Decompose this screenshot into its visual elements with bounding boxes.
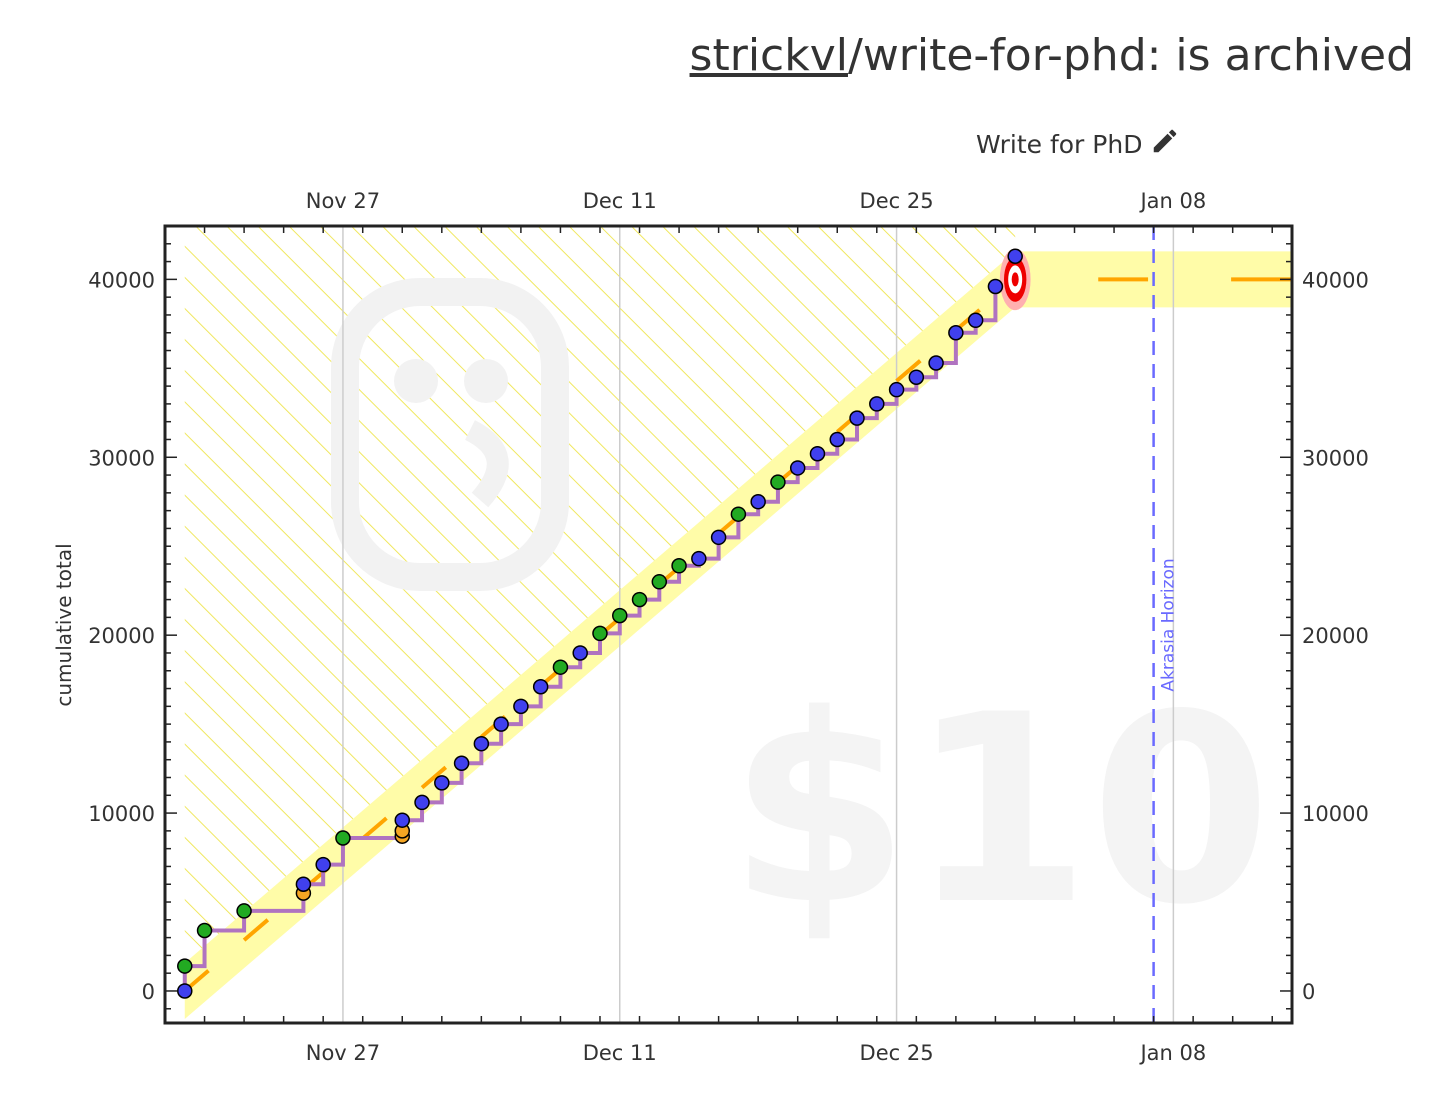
goal-title: Write for PhD <box>976 126 1180 162</box>
y-tick-label-right: 10000 <box>1302 802 1369 826</box>
watermark-amount: $10 <box>729 660 1272 962</box>
y-tick-label-right: 40000 <box>1302 268 1369 292</box>
datapoint <box>750 493 766 510</box>
y-axis-title: cumulative total <box>52 543 76 706</box>
y-tick-label-left: 0 <box>142 980 155 1004</box>
archived-status: : is archived <box>1146 30 1414 81</box>
datapoint <box>809 445 826 462</box>
datapoint <box>473 735 490 752</box>
x-tick-label-top: Nov 27 <box>306 189 380 213</box>
datapoint <box>710 529 727 546</box>
datapoint <box>651 574 668 590</box>
datapoint <box>315 856 331 873</box>
axis-ticks <box>164 226 1292 1023</box>
header-separator: / <box>847 30 863 81</box>
x-tick-label-bottom: Dec 25 <box>860 1041 934 1065</box>
datapoint <box>552 659 569 675</box>
datapoint <box>453 755 470 772</box>
smiley-watermark <box>331 278 569 591</box>
x-tick-label-top: Jan 08 <box>1138 189 1206 213</box>
datapoint <box>612 607 628 624</box>
datapoint <box>177 958 193 974</box>
red-line-segment <box>242 918 270 942</box>
plot-area: $10 <box>177 226 1292 1023</box>
goal-title-text: Write for PhD <box>976 129 1143 159</box>
datapoint <box>513 698 529 715</box>
datapoint <box>948 324 964 341</box>
plot-frame <box>163 224 1294 1025</box>
datapoint <box>236 903 252 919</box>
datapoint <box>888 381 905 398</box>
x-tick-labels: Nov 27 Nov 27 Dec 11 Dec 11 Dec 25 Dec 25 Jan … <box>306 189 1207 1065</box>
datapoints <box>177 248 1023 999</box>
datapoint <box>908 369 925 385</box>
target-ring-3 <box>1011 272 1019 287</box>
page-header: strickvl/write-for-phd: is archived <box>690 30 1414 81</box>
x-tick-label-top: Dec 11 <box>583 189 657 213</box>
datapoint <box>671 558 687 574</box>
y-tick-labels: 0 0 10000 10000 20000 20000 30000 30000 40000 400… <box>88 268 1369 1004</box>
datapoint <box>394 812 411 828</box>
datapoint <box>631 591 648 608</box>
x-tick-label-top: Dec 25 <box>860 189 934 213</box>
red-line-segment <box>420 765 448 790</box>
datapoint <box>730 506 747 522</box>
datapoint <box>532 679 549 695</box>
y-tick-label-left: 40000 <box>88 268 155 292</box>
datapoint <box>434 775 450 791</box>
datapoint <box>493 716 509 732</box>
akrasia-horizon-label: Akrasia Horizon <box>1159 558 1179 691</box>
pencil-icon[interactable] <box>1150 126 1180 162</box>
x-tick-label-bottom: Dec 11 <box>583 1041 657 1065</box>
datapoint <box>592 625 608 642</box>
datapoint <box>928 355 944 371</box>
datapoint <box>177 983 193 999</box>
user-link[interactable]: strickvl <box>689 30 848 81</box>
datapoint <box>849 410 865 426</box>
y-tick-label-left: 10000 <box>88 802 155 826</box>
datapoint <box>691 550 707 567</box>
datapoint <box>869 396 885 412</box>
datapoint <box>770 474 786 490</box>
datapoint <box>196 922 213 939</box>
y-tick-label-left: 20000 <box>88 624 155 648</box>
red-line-segment <box>361 816 388 841</box>
datapoint <box>295 876 312 892</box>
datapoint <box>572 645 588 661</box>
above-road-hatch <box>184 226 1016 963</box>
goal-slug: write-for-phd <box>862 30 1147 81</box>
target-marker <box>999 248 1031 311</box>
datapoint <box>335 830 351 846</box>
y-tick-label-left: 30000 <box>88 446 155 470</box>
datapoint <box>1007 248 1023 264</box>
x-tick-label-bottom: Jan 08 <box>1138 1041 1206 1065</box>
x-tick-label-bottom: Nov 27 <box>306 1041 380 1065</box>
y-tick-label-right: 20000 <box>1302 624 1369 648</box>
y-tick-label-right: 30000 <box>1302 446 1369 470</box>
datapoint <box>789 460 806 476</box>
datapoint <box>829 431 845 448</box>
red-line-segment <box>895 359 922 383</box>
datapoint <box>987 278 1004 295</box>
datapoint <box>967 312 984 329</box>
datapoint <box>414 794 430 811</box>
y-tick-label-right: 0 <box>1302 980 1315 1004</box>
